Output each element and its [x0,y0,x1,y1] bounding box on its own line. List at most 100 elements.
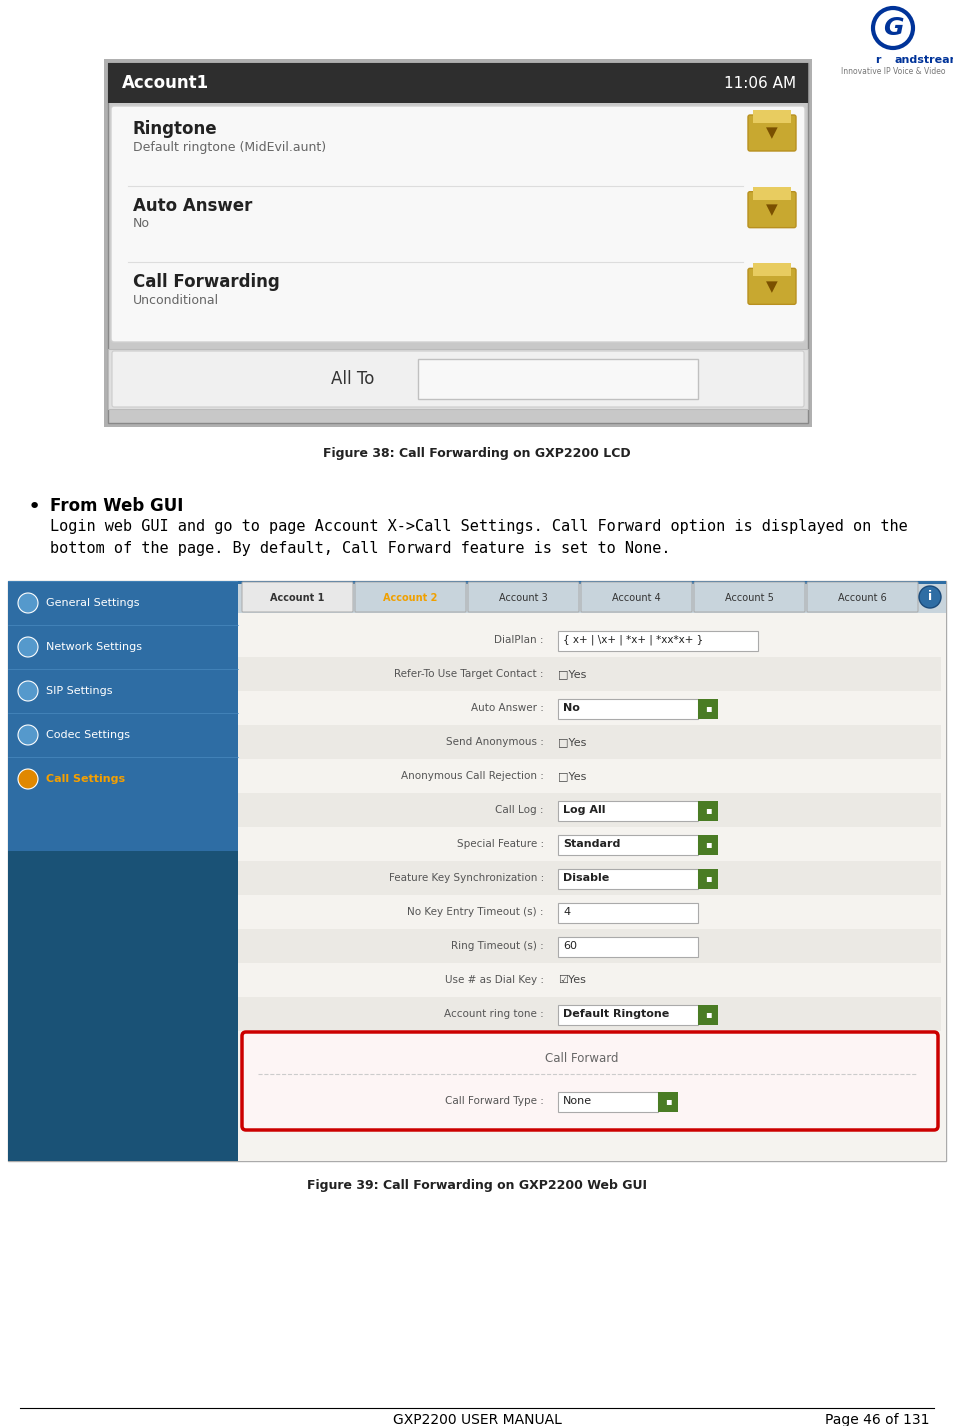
Bar [237,861,940,896]
Bar [558,1005,698,1025]
Text: From Web GUI: From Web GUI [50,498,183,515]
Bar [8,580,945,1161]
FancyBboxPatch shape [747,191,795,228]
Text: ▼: ▼ [765,125,777,141]
Text: Call Forwarding: Call Forwarding [132,274,279,291]
Text: Account 3: Account 3 [498,593,547,603]
Bar [698,836,718,856]
Text: SIP Settings: SIP Settings [46,686,112,696]
Text: Account 6: Account 6 [838,593,886,603]
Text: r: r [874,56,880,66]
Bar [558,937,698,957]
Circle shape [18,637,38,657]
Text: Account ring tone :: Account ring tone : [444,1010,543,1020]
Text: G: G [882,16,902,40]
Bar [698,868,718,888]
FancyBboxPatch shape [747,268,795,304]
Text: ▪: ▪ [704,1010,711,1020]
Bar [237,580,945,585]
Circle shape [18,769,38,789]
FancyBboxPatch shape [242,1032,937,1129]
Text: General Settings: General Settings [46,597,139,607]
Text: Special Feature :: Special Feature : [456,838,543,848]
Text: ▪: ▪ [704,838,711,848]
FancyBboxPatch shape [242,582,353,612]
Bar [698,801,718,821]
Text: Log All: Log All [562,806,605,816]
Bar [558,801,698,821]
Text: Network Settings: Network Settings [46,642,142,652]
Text: Call Forward Type :: Call Forward Type : [445,1097,543,1107]
Text: Account 1: Account 1 [270,593,324,603]
Text: Disable: Disable [562,873,609,883]
Text: None: None [562,1097,592,1107]
Text: Call Settings: Call Settings [46,774,125,784]
Text: 60: 60 [562,941,577,951]
Bar [417,359,698,399]
Bar [237,580,945,613]
Text: Default Ringtone: Default Ringtone [562,1010,669,1020]
Text: ▪: ▪ [704,806,711,816]
Text: Figure 38: Call Forwarding on GXP2200 LCD: Figure 38: Call Forwarding on GXP2200 LC… [323,446,630,459]
FancyBboxPatch shape [111,106,804,342]
Text: Refer-To Use Target Contact :: Refer-To Use Target Contact : [395,669,543,679]
Text: ☑Yes: ☑Yes [558,975,585,985]
Text: •: • [28,498,41,518]
Bar [237,613,945,1161]
Bar [558,903,698,923]
Bar [698,1005,718,1025]
Text: No Key Entry Timeout (s) :: No Key Entry Timeout (s) : [407,907,543,917]
Text: Ringtone: Ringtone [132,120,217,138]
Text: Page 46 of 131: Page 46 of 131 [824,1413,929,1426]
Bar [558,836,698,856]
Text: All To: All To [331,369,375,388]
Text: Call Forward: Call Forward [545,1051,618,1064]
Text: ▪: ▪ [664,1097,671,1107]
Text: ▼: ▼ [765,279,777,294]
Text: No: No [132,217,150,230]
Text: i: i [927,590,931,603]
Text: Use # as Dial Key :: Use # as Dial Key : [444,975,543,985]
FancyBboxPatch shape [806,582,917,612]
Text: Feature Key Synchronization :: Feature Key Synchronization : [388,873,543,883]
Bar [558,868,698,888]
Text: Default ringtone (MidEvil.aunt): Default ringtone (MidEvil.aunt) [132,141,326,154]
Bar [558,1092,658,1112]
Bar [8,851,237,1161]
Bar [237,793,940,827]
Text: Innovative IP Voice & Video: Innovative IP Voice & Video [840,67,944,77]
Text: Figure 39: Call Forwarding on GXP2200 Web GUI: Figure 39: Call Forwarding on GXP2200 We… [307,1178,646,1192]
Text: ▪: ▪ [704,873,711,883]
Bar [108,63,807,103]
Text: Unconditional: Unconditional [132,294,219,307]
Bar [237,928,940,963]
Circle shape [918,586,940,607]
Text: Codec Settings: Codec Settings [46,730,130,740]
Text: Account1: Account1 [122,74,209,93]
FancyBboxPatch shape [355,582,465,612]
Text: 4: 4 [562,907,570,917]
Text: 11:06 AM: 11:06 AM [723,76,795,90]
Text: { x+ | \x+ | *x+ | *xx*x+ }: { x+ | \x+ | *x+ | *xx*x+ } [562,635,702,645]
Text: □Yes: □Yes [558,669,586,679]
Text: ▼: ▼ [765,202,777,217]
Bar [237,997,940,1031]
Bar [104,58,811,426]
Bar [558,699,698,719]
Bar [752,187,790,200]
Circle shape [18,724,38,744]
Bar [108,63,807,424]
Bar [752,264,790,277]
Bar [108,349,807,409]
Text: Auto Answer: Auto Answer [132,197,253,215]
Bar [237,657,940,692]
Text: Send Anonymous :: Send Anonymous : [446,737,543,747]
FancyBboxPatch shape [468,582,578,612]
Text: No: No [562,703,579,713]
Text: GXP2200 USER MANUAL: GXP2200 USER MANUAL [392,1413,561,1426]
FancyBboxPatch shape [580,582,691,612]
Text: Account 5: Account 5 [724,593,773,603]
Text: Ring Timeout (s) :: Ring Timeout (s) : [451,941,543,951]
Text: □Yes: □Yes [558,771,586,781]
Circle shape [18,593,38,613]
